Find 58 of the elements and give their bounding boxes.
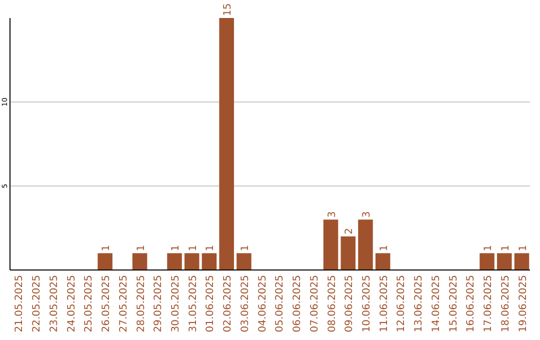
x-tick-label: 09.06.2025: [344, 275, 356, 332]
data-label: 3: [361, 211, 372, 218]
x-tick-label: 30.05.2025: [170, 275, 182, 332]
data-label: 15: [222, 3, 234, 16]
x-tick-label: 17.06.2025: [483, 275, 494, 332]
x-tick-label: 22.05.2025: [32, 275, 43, 332]
x-tick-label: 28.05.2025: [136, 275, 147, 332]
x-tick-label: 06.06.2025: [292, 275, 304, 332]
bar: [202, 253, 217, 270]
data-label: 1: [240, 244, 251, 252]
bar: [358, 220, 373, 270]
data-label: 1: [378, 244, 390, 252]
data-label: 1: [500, 244, 512, 252]
x-tick-label: 31.05.2025: [188, 275, 199, 332]
x-tick-label: 05.06.2025: [274, 275, 286, 332]
bar: [219, 18, 234, 270]
x-tick-label: 01.06.2025: [205, 275, 216, 332]
data-label: 1: [205, 244, 216, 252]
bar: [184, 253, 200, 270]
x-tick-label: 23.05.2025: [48, 275, 60, 332]
x-tick-label: 02.06.2025: [222, 275, 234, 332]
x-tick-label: 14.06.2025: [430, 275, 442, 332]
data-label: 1: [188, 244, 199, 252]
bar: [497, 253, 512, 270]
x-tick-label: 03.06.2025: [240, 275, 251, 332]
data-label: 2: [344, 228, 356, 234]
x-tick-label: 10.06.2025: [361, 275, 372, 332]
x-tick-label: 13.06.2025: [414, 275, 425, 332]
data-label: 3: [326, 211, 338, 218]
bar: [514, 253, 530, 270]
data-label: 1: [101, 244, 112, 252]
data-label: 1: [518, 244, 529, 252]
bar: [375, 253, 390, 270]
bar: [236, 253, 252, 270]
x-tick-label: 25.05.2025: [84, 275, 95, 332]
x-tick-label: 04.06.2025: [257, 275, 268, 332]
x-tick-label: 16.06.2025: [466, 275, 477, 332]
data-label: 1: [136, 244, 147, 252]
x-tick-label: 15.06.2025: [448, 275, 460, 332]
x-tick-label: 12.06.2025: [396, 275, 408, 332]
x-tick-label: 19.06.2025: [518, 275, 529, 332]
x-tick-label: 11.06.2025: [378, 275, 390, 332]
bar: [98, 253, 112, 270]
bar: [323, 220, 338, 270]
x-tick-label: 21.05.2025: [14, 275, 26, 332]
x-tick-label: 08.06.2025: [326, 275, 338, 332]
bar: [340, 236, 356, 270]
bar: [480, 253, 494, 270]
x-tick-label: 24.05.2025: [66, 275, 78, 332]
data-label: 1: [483, 244, 494, 252]
bar: [132, 253, 148, 270]
x-tick-label: 26.05.2025: [101, 275, 112, 332]
x-tick-label: 27.05.2025: [118, 275, 130, 332]
x-tick-label: 29.05.2025: [153, 275, 164, 332]
x-tick-label: 07.06.2025: [309, 275, 320, 332]
data-label: 1: [170, 244, 182, 252]
bar: [167, 253, 182, 270]
x-tick-label: 18.06.2025: [500, 275, 512, 332]
